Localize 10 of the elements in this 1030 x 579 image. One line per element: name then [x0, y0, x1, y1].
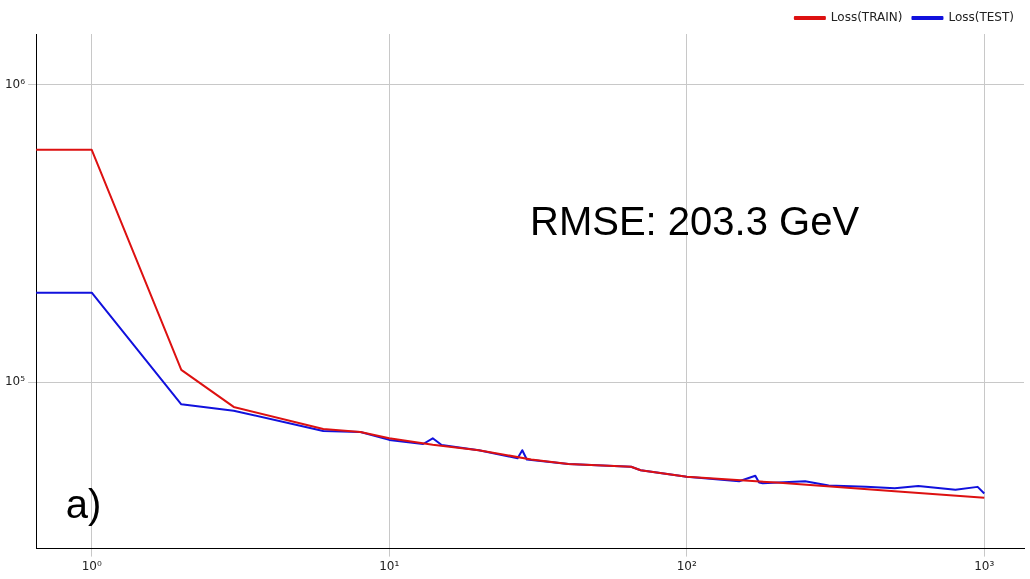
annotation: RMSE: 203.3 GeV — [530, 199, 860, 244]
x-tick-label: 10² — [676, 558, 697, 573]
x-tick-label: 10¹ — [379, 558, 400, 573]
annotation: a) — [65, 482, 102, 527]
y-tick-label: 10⁵ — [4, 374, 26, 389]
legend-label: Loss(TRAIN) — [830, 10, 903, 25]
x-tick-label: 10⁰ — [81, 558, 102, 573]
y-tick-label: 10⁶ — [4, 76, 26, 91]
x-tick-label: 10³ — [974, 558, 995, 573]
legend-label: Loss(TEST) — [948, 10, 1014, 25]
